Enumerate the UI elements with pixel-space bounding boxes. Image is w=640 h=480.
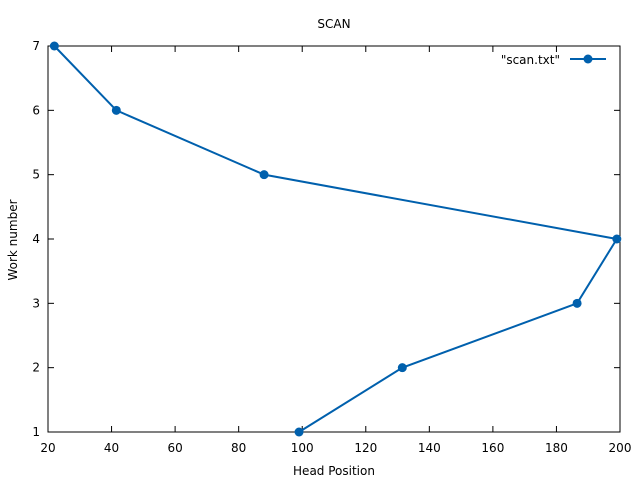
- x-tick-label: 140: [418, 441, 441, 455]
- y-tick-label: 4: [32, 232, 40, 246]
- x-tick-label: 160: [481, 441, 504, 455]
- x-tick-label: 120: [354, 441, 377, 455]
- data-point: [612, 234, 622, 244]
- data-point: [397, 363, 407, 373]
- data-point: [111, 105, 121, 115]
- legend: "scan.txt": [501, 53, 606, 67]
- y-tick-label: 6: [32, 103, 40, 117]
- axis-ticks: 20 40 60 80 100 120 140 160 180 200 1 2 3 4 5 6 7: [32, 39, 631, 455]
- x-tick-label: 100: [291, 441, 314, 455]
- x-axis-label: Head Position: [293, 464, 375, 478]
- y-axis-label: Work number: [6, 199, 20, 280]
- y-tick-label: 5: [32, 168, 40, 182]
- data-point: [49, 41, 59, 51]
- x-tick-label: 180: [545, 441, 568, 455]
- legend-label: "scan.txt": [501, 53, 560, 67]
- x-tick-label: 40: [104, 441, 119, 455]
- chart-title: SCAN: [317, 17, 350, 31]
- y-tick-label: 7: [32, 39, 40, 53]
- series-line: [53, 45, 619, 433]
- legend-marker: [583, 54, 593, 64]
- x-tick-label: 80: [231, 441, 246, 455]
- x-tick-label: 60: [167, 441, 182, 455]
- x-tick-label: 20: [40, 441, 55, 455]
- plot-frame: [47, 45, 621, 433]
- data-point: [294, 427, 304, 437]
- y-tick-label: 3: [32, 296, 40, 310]
- x-tick-label: 200: [609, 441, 632, 455]
- series-group: [49, 41, 622, 437]
- y-tick-label: 2: [32, 361, 40, 375]
- data-point: [572, 298, 582, 308]
- data-point: [259, 170, 269, 180]
- y-tick-label: 1: [32, 425, 40, 439]
